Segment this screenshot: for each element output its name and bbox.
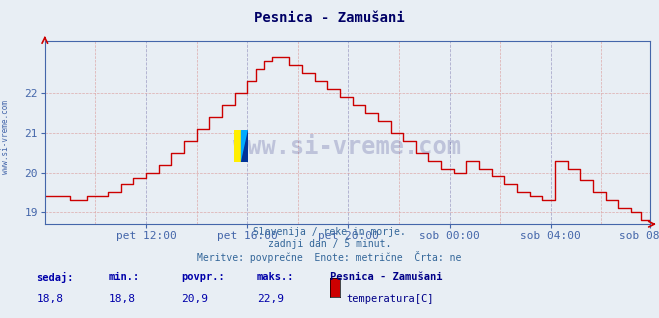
Bar <box>234 130 241 162</box>
Text: 22,9: 22,9 <box>257 294 284 304</box>
Text: Pesnica - Zamušani: Pesnica - Zamušani <box>254 11 405 25</box>
Text: Pesnica - Zamušani: Pesnica - Zamušani <box>330 272 442 282</box>
Text: sedaj:: sedaj: <box>36 272 74 283</box>
Bar <box>241 130 248 162</box>
Text: min.:: min.: <box>109 272 140 282</box>
Polygon shape <box>241 130 248 162</box>
Text: maks.:: maks.: <box>257 272 295 282</box>
Text: Slovenija / reke in morje.: Slovenija / reke in morje. <box>253 227 406 237</box>
Text: 18,8: 18,8 <box>109 294 136 304</box>
Text: temperatura[C]: temperatura[C] <box>347 294 434 304</box>
Text: povpr.:: povpr.: <box>181 272 225 282</box>
Text: 18,8: 18,8 <box>36 294 63 304</box>
Text: Meritve: povprečne  Enote: metrične  Črta: ne: Meritve: povprečne Enote: metrične Črta:… <box>197 251 462 263</box>
Text: 20,9: 20,9 <box>181 294 208 304</box>
Text: www.si-vreme.com: www.si-vreme.com <box>233 135 461 159</box>
Text: zadnji dan / 5 minut.: zadnji dan / 5 minut. <box>268 239 391 249</box>
Text: www.si-vreme.com: www.si-vreme.com <box>1 100 10 174</box>
